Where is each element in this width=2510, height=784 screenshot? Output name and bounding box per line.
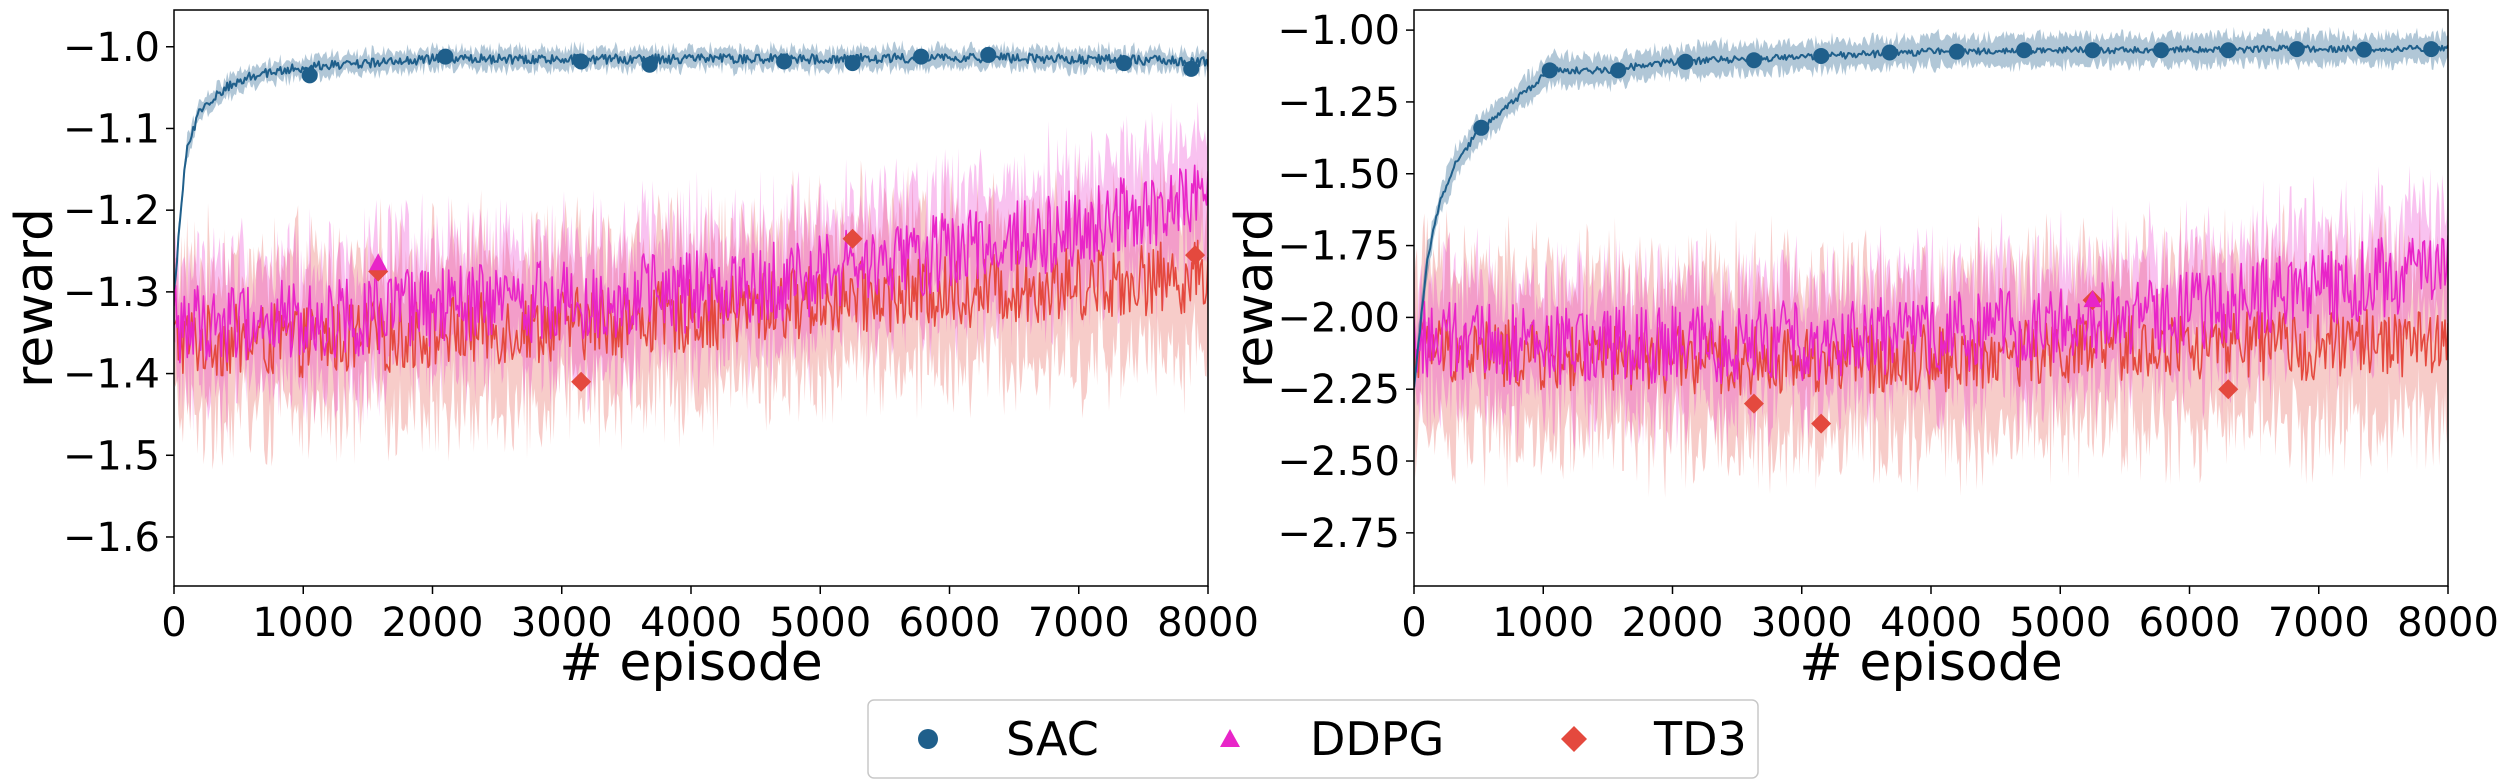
x-tick-label: 4000 [640, 600, 742, 646]
band-sac [174, 40, 1208, 302]
y-tick-label: −1.2 [63, 188, 160, 234]
x-tick-label: 1000 [252, 600, 354, 646]
x-axis-label: # episode [559, 633, 822, 693]
marker-sac [2016, 42, 2033, 59]
legend: SAC DDPG TD3 [867, 699, 1759, 779]
y-tick-label: −2.00 [1277, 295, 1400, 341]
line-sac [174, 52, 1208, 290]
x-tick-label: 7000 [1028, 600, 1130, 646]
x-tick-label: 5000 [2009, 600, 2111, 646]
y-tick-label: −1.25 [1277, 80, 1400, 126]
y-tick-label: −1.0 [63, 25, 160, 71]
marker-sac [2084, 42, 2101, 59]
marker-td3 [1743, 393, 1764, 414]
y-tick-label: −2.50 [1277, 439, 1400, 485]
legend-item-td3: TD3 [1561, 712, 1747, 766]
line-ddpg [174, 164, 1208, 364]
x-axis-label: # episode [1799, 633, 2062, 693]
legend-td3-label: TD3 [1653, 712, 1747, 766]
marker-ddpg [369, 253, 388, 271]
marker-td3 [1811, 413, 1832, 434]
marker-sac [641, 56, 658, 73]
marker-sac [1115, 55, 1132, 72]
x-tick-label: 6000 [2139, 600, 2241, 646]
marker-sac [1610, 62, 1627, 79]
legend-td3-marker [1561, 726, 1587, 752]
legend-ddpg-label: DDPG [1310, 712, 1444, 766]
x-tick-label: 2000 [1622, 600, 1724, 646]
x-tick-label: 2000 [382, 600, 484, 646]
marker-td3 [571, 371, 592, 392]
y-tick-label: −1.3 [63, 270, 160, 316]
x-tick-label: 8000 [2397, 600, 2499, 646]
y-tick-label: −2.25 [1277, 367, 1400, 413]
y-tick-label: −2.75 [1277, 511, 1400, 557]
y-tick-label: −1.1 [63, 106, 160, 152]
marker-sac [1813, 47, 1830, 64]
marker-sac [2288, 41, 2305, 58]
marker-td3 [1185, 245, 1206, 266]
marker-sac [1948, 43, 1965, 60]
marker-sac [437, 48, 454, 65]
marker-sac [2423, 41, 2440, 58]
line-td3 [174, 239, 1208, 379]
x-tick-label: 0 [1401, 600, 1426, 646]
legend-item-sac: SAC [918, 712, 1099, 766]
marker-sac [1473, 119, 1490, 136]
marker-sac [913, 48, 930, 65]
x-tick-label: 0 [161, 600, 186, 646]
y-axis-label: reward [1225, 208, 1285, 388]
x-tick-label: 5000 [769, 600, 871, 646]
marker-sac [776, 53, 793, 70]
legend-ddpg-marker [1220, 729, 1240, 747]
marker-sac [1183, 60, 1200, 77]
reward-plot-right: 0 1000 2000 3000 4000 5000 6000 7000 8000 −2.75 −… [1225, 8, 2499, 693]
marker-sac [1881, 44, 1898, 61]
x-tick-label: 7000 [2268, 600, 2370, 646]
marker-sac [2355, 41, 2372, 58]
reward-plot-left: 0 1000 2000 3000 4000 5000 6000 7000 8000 −1.6 −1… [5, 9, 1259, 693]
line-ddpg [1414, 235, 2448, 386]
marker-sac [2220, 42, 2237, 59]
marker-sac [980, 46, 997, 63]
y-tick-label: −1.4 [63, 352, 160, 398]
marker-sac [1541, 62, 1558, 79]
marker-sac [573, 53, 590, 70]
marker-td3 [842, 228, 863, 249]
y-tick-label: −1.75 [1277, 224, 1400, 270]
band-sac [1414, 26, 2448, 404]
marker-sac [1745, 52, 1762, 69]
y-tick-label: −1.50 [1277, 152, 1400, 198]
marker-sac [844, 55, 861, 72]
legend-box [867, 699, 1759, 779]
legend-sac-label: SAC [1006, 712, 1099, 766]
x-tick-label: 3000 [1751, 600, 1853, 646]
marker-sac [301, 67, 318, 84]
y-tick-label: −1.6 [63, 515, 160, 561]
x-tick-label: 4000 [1880, 600, 1982, 646]
x-tick-label: 3000 [511, 600, 613, 646]
x-tick-label: 1000 [1492, 600, 1594, 646]
marker-ddpg [2083, 290, 2102, 308]
x-tick-label: 6000 [899, 600, 1001, 646]
legend-item-ddpg: DDPG [1220, 712, 1444, 766]
legend-sac-marker [918, 729, 938, 749]
marker-sac [2153, 42, 2170, 59]
x-tick-label: 8000 [1157, 600, 1259, 646]
marker-td3 [2218, 379, 2239, 400]
marker-sac [1677, 53, 1694, 70]
y-tick-label: −1.5 [63, 433, 160, 479]
y-axis-label: reward [5, 208, 65, 388]
y-tick-label: −1.00 [1277, 8, 1400, 54]
line-sac [1414, 44, 2448, 388]
